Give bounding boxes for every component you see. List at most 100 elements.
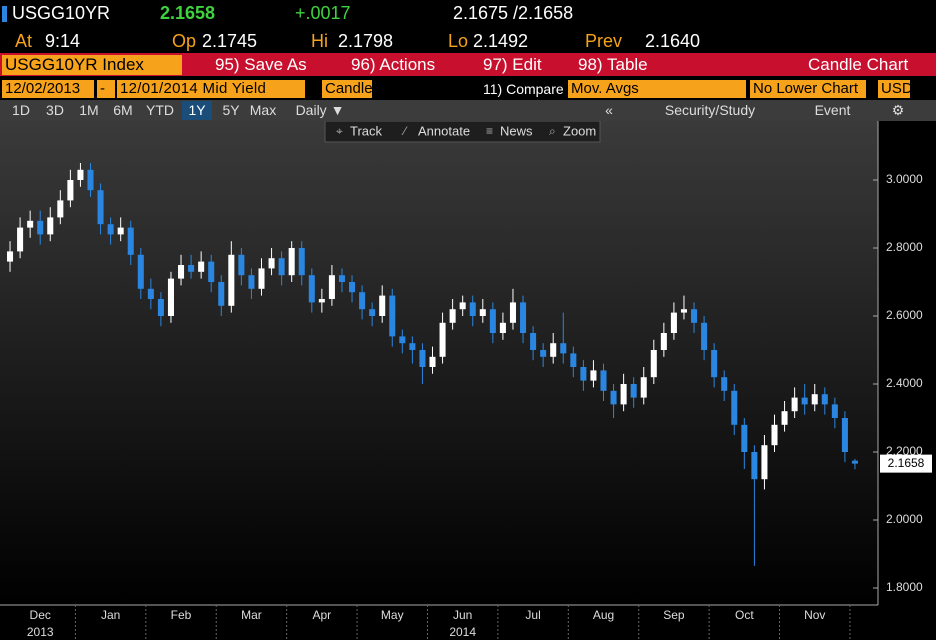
period-button[interactable]: 3D bbox=[46, 102, 64, 118]
value: 2.1745 bbox=[202, 31, 258, 51]
security-field[interactable]: USGG10YR Index bbox=[2, 55, 182, 75]
candle-body bbox=[821, 394, 828, 405]
candle-body bbox=[318, 299, 325, 303]
candle-body bbox=[600, 370, 607, 391]
style[interactable]: Candle bbox=[322, 80, 373, 98]
collapse[interactable]: « bbox=[605, 102, 613, 118]
candle-body bbox=[67, 180, 74, 201]
candle-body bbox=[610, 390, 617, 405]
x-tick-label: Sep bbox=[663, 608, 685, 622]
plot-background bbox=[0, 121, 878, 605]
x-tick-label: May bbox=[381, 608, 404, 622]
period-button[interactable]: 1D bbox=[12, 102, 30, 118]
period-button[interactable]: 5Y bbox=[222, 102, 240, 118]
candle-body bbox=[338, 275, 345, 282]
candle-body bbox=[117, 227, 124, 235]
candle-body bbox=[781, 411, 788, 425]
compare[interactable]: 11) Compare bbox=[483, 81, 564, 97]
x-tick-label: Mar bbox=[241, 608, 262, 622]
value: 9:14 bbox=[45, 31, 81, 51]
label: Op bbox=[172, 31, 197, 51]
tool-icon: ≡ bbox=[486, 124, 493, 138]
label: At bbox=[15, 31, 33, 51]
start-date[interactable]: 12/02/2013 bbox=[2, 80, 94, 98]
menu-item[interactable]: 97) Edit bbox=[483, 55, 542, 74]
candle-body bbox=[691, 309, 698, 323]
x-tick-label: Oct bbox=[735, 608, 754, 622]
currency[interactable]: USD bbox=[878, 80, 913, 98]
price-tag bbox=[880, 454, 932, 473]
candle-body bbox=[57, 200, 64, 218]
ticker: USGG10YR bbox=[12, 3, 111, 23]
candle-body bbox=[701, 322, 708, 350]
tool-button[interactable]: Annotate bbox=[418, 123, 470, 138]
candle-body bbox=[741, 424, 748, 452]
candle-body bbox=[851, 460, 858, 464]
candle-body bbox=[188, 265, 195, 272]
y-tick-label: 2.4000 bbox=[886, 376, 923, 390]
candle-body bbox=[670, 312, 677, 333]
period-button[interactable]: Max bbox=[249, 102, 277, 118]
candle-body bbox=[429, 356, 436, 367]
candle-body bbox=[7, 251, 14, 262]
candle-body bbox=[47, 217, 54, 235]
candle-body bbox=[97, 190, 104, 225]
candle-body bbox=[238, 254, 245, 276]
lower-chart[interactable]: No Lower Chart bbox=[750, 80, 866, 98]
tool-strip bbox=[324, 121, 601, 143]
field: Mid Yield bbox=[202, 80, 267, 97]
label: Hi bbox=[311, 31, 328, 51]
tool-button[interactable]: News bbox=[500, 123, 533, 138]
period-button[interactable]: 1M bbox=[79, 102, 99, 118]
y-tick-label: 2.6000 bbox=[886, 308, 923, 322]
mov-avgs[interactable]: Mov. Avgs bbox=[568, 80, 746, 98]
tool-button[interactable]: Track bbox=[350, 123, 383, 138]
candle-body bbox=[147, 288, 154, 299]
candle-body bbox=[248, 275, 255, 289]
event-button[interactable]: Event bbox=[814, 102, 851, 118]
study-button[interactable]: Security/Study bbox=[664, 102, 756, 118]
x-tick-label: Jul bbox=[525, 608, 540, 622]
candle-body bbox=[308, 275, 315, 303]
candle-body bbox=[87, 169, 94, 191]
price-tag-label: 2.1658 bbox=[888, 456, 925, 470]
candle-body bbox=[17, 227, 24, 252]
candle-body bbox=[459, 302, 466, 310]
menu-bar: USGG10YR Index 95) Save As 96) Actions 9… bbox=[0, 53, 936, 76]
menu-item[interactable]: 98) Table bbox=[578, 55, 648, 74]
period-button[interactable]: 6M bbox=[113, 102, 133, 118]
candle-body bbox=[349, 282, 356, 293]
candle-body bbox=[469, 302, 476, 316]
chart-kind: Candle Chart bbox=[808, 55, 909, 74]
value: 2.1798 bbox=[338, 31, 394, 51]
x-tick-label: Nov bbox=[804, 608, 825, 622]
chart: ⌖ Track ⁄ Annotate ≡ News ⌕ Zoom1.80002.00002.2… bbox=[0, 121, 932, 640]
end-date-field[interactable]: 12/01/2014 Mid Yield bbox=[117, 80, 305, 98]
candle-body bbox=[27, 220, 34, 228]
candle-body bbox=[650, 350, 657, 378]
candle-body bbox=[791, 397, 798, 412]
candle-body bbox=[731, 390, 738, 425]
y-tick-label: 2.8000 bbox=[886, 240, 923, 254]
candle-body bbox=[228, 254, 235, 306]
candle-body bbox=[268, 258, 275, 269]
period-button[interactable]: 1Y bbox=[182, 101, 212, 120]
frequency[interactable]: Daily ▼ bbox=[295, 102, 345, 118]
tool-button[interactable]: Zoom bbox=[563, 123, 596, 138]
candle-body bbox=[751, 452, 758, 480]
candle-body bbox=[208, 261, 215, 282]
candle-body bbox=[167, 278, 174, 316]
candle-body bbox=[530, 333, 537, 350]
label: Lo bbox=[448, 31, 469, 51]
candle-body bbox=[771, 424, 778, 446]
candle-body bbox=[640, 377, 647, 398]
y-tick-label: 2.0000 bbox=[886, 512, 923, 526]
candle-body bbox=[831, 404, 838, 418]
candle-body bbox=[157, 299, 164, 316]
menu-item[interactable]: 95) Save As bbox=[215, 55, 307, 74]
menu-item[interactable]: 96) Actions bbox=[351, 55, 436, 74]
candle-body bbox=[379, 295, 386, 316]
candle-body bbox=[680, 309, 687, 313]
settings-icon[interactable]: ⚙ bbox=[891, 102, 905, 118]
period-button[interactable]: YTD bbox=[146, 102, 174, 118]
